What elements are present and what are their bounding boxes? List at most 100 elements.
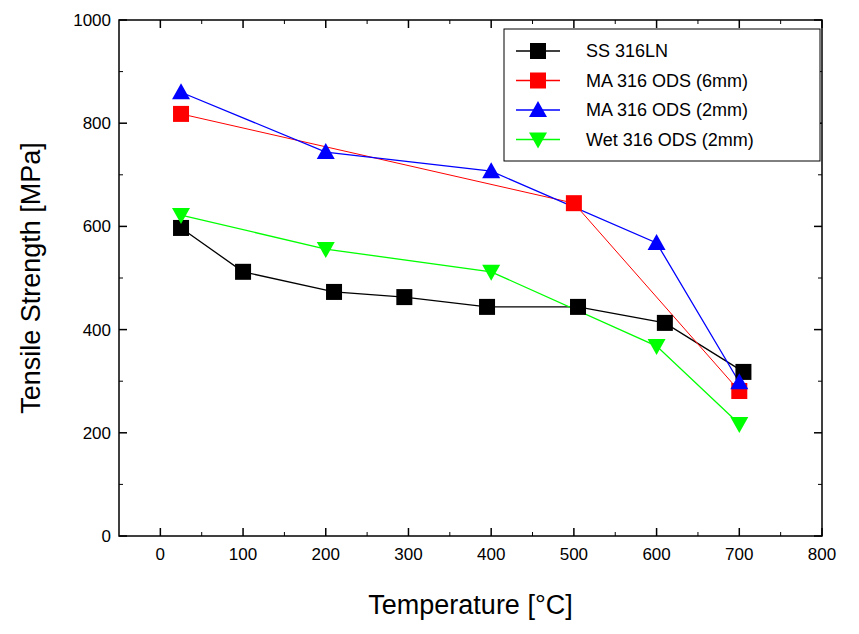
x-minor-tick [201, 20, 202, 24]
legend-label: SS 316LN [586, 41, 668, 61]
x-tick-top [408, 20, 410, 28]
data-point [326, 284, 342, 300]
y-axis-title: Tensile Strength [MPa] [16, 142, 46, 414]
legend-label: Wet 316 ODS (2mm) [586, 130, 754, 150]
data-point [396, 289, 412, 305]
x-minor-tick [615, 532, 616, 536]
legend-box [504, 29, 820, 161]
x-tick [325, 528, 327, 536]
x-minor-tick [367, 532, 368, 536]
data-point [173, 106, 189, 122]
data-point [317, 143, 335, 159]
y-minor-tick [818, 484, 822, 485]
y-tick-right [814, 535, 822, 537]
x-minor-tick [449, 532, 450, 536]
y-tick-label: 200 [83, 424, 111, 443]
y-minor-tick [818, 381, 822, 382]
data-point [648, 234, 666, 250]
x-minor-tick [284, 20, 285, 24]
y-minor-tick [818, 278, 822, 279]
x-tick-label: 700 [725, 545, 753, 564]
x-minor-tick [449, 20, 450, 24]
y-tick-label: 1000 [73, 11, 111, 30]
y-tick [119, 122, 127, 124]
x-tick-top [325, 20, 327, 28]
y-tick-right [814, 19, 822, 21]
x-minor-tick [284, 532, 285, 536]
chart: 0100200300400500600700800020040060080010… [0, 0, 859, 634]
x-tick-top [242, 20, 244, 28]
x-tick-label: 0 [156, 545, 165, 564]
data-point [657, 315, 673, 331]
data-point [570, 299, 586, 315]
x-axis-title: Temperature [°C] [368, 590, 572, 620]
y-minor-tick [119, 174, 123, 175]
x-tick-top [573, 20, 575, 28]
x-minor-tick [615, 20, 616, 24]
x-tick [573, 528, 575, 536]
legend: SS 316LN MA 316 ODS (6mm) MA 316 ODS (2mm)… [504, 29, 820, 161]
x-tick [408, 528, 410, 536]
data-point [317, 242, 335, 258]
y-minor-tick [119, 278, 123, 279]
data-point [482, 162, 500, 178]
x-minor-tick [367, 20, 368, 24]
x-minor-tick [532, 20, 533, 24]
x-tick [656, 528, 658, 536]
x-tick-top [656, 20, 658, 28]
x-tick-top [160, 20, 162, 28]
data-point [730, 417, 748, 433]
x-minor-tick [780, 532, 781, 536]
data-point [730, 373, 748, 389]
y-minor-tick [119, 484, 123, 485]
x-minor-tick [697, 20, 698, 24]
x-tick-top [821, 20, 823, 28]
data-point [235, 264, 251, 280]
y-tick-label: 800 [83, 114, 111, 133]
y-minor-tick [818, 174, 822, 175]
legend-marker [529, 101, 547, 117]
data-point [648, 339, 666, 355]
y-tick [119, 432, 127, 434]
x-tick-label: 100 [229, 545, 257, 564]
data-point [566, 195, 582, 211]
x-tick-label: 300 [394, 545, 422, 564]
x-tick [739, 528, 741, 536]
y-minor-tick [119, 381, 123, 382]
legend-label: MA 316 ODS (2mm) [586, 100, 748, 120]
x-tick [160, 528, 162, 536]
x-minor-tick [201, 532, 202, 536]
x-tick [821, 528, 823, 536]
x-tick-top [490, 20, 492, 28]
legend-marker [530, 73, 546, 89]
data-point [172, 83, 190, 99]
y-tick-label: 600 [83, 217, 111, 236]
data-point [172, 208, 190, 224]
plot-frame [119, 20, 822, 536]
y-tick-right [814, 226, 822, 228]
y-tick-right [814, 432, 822, 434]
y-tick-right [814, 329, 822, 331]
x-minor-tick [780, 20, 781, 24]
data-point [482, 265, 500, 281]
legend-marker [530, 43, 546, 59]
series-line [181, 215, 739, 424]
legend-label: MA 316 ODS (6mm) [586, 71, 748, 91]
y-tick [119, 226, 127, 228]
x-tick-label: 800 [808, 545, 836, 564]
y-tick-label: 0 [102, 527, 111, 546]
y-minor-tick [119, 71, 123, 72]
legend-marker [529, 133, 547, 149]
x-minor-tick [532, 532, 533, 536]
y-tick [119, 329, 127, 331]
x-tick-top [739, 20, 741, 28]
x-tick [242, 528, 244, 536]
data-point [479, 299, 495, 315]
x-tick-label: 200 [312, 545, 340, 564]
x-tick [490, 528, 492, 536]
y-tick [119, 19, 127, 21]
x-minor-tick [697, 532, 698, 536]
x-tick-label: 400 [477, 545, 505, 564]
x-tick-label: 600 [642, 545, 670, 564]
y-tick-label: 400 [83, 321, 111, 340]
